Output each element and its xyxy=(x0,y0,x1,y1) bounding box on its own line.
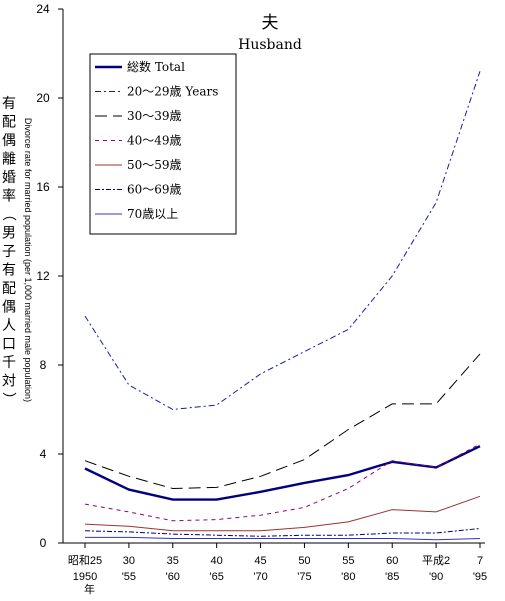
y-label-jp-char: 偶 xyxy=(2,300,16,316)
x-tick-label-bottom: '75 xyxy=(297,571,311,583)
y-label-en: Divorce rate for married population (per… xyxy=(23,118,33,402)
x-tick-label-bottom: '70 xyxy=(253,571,267,583)
series-line-3 xyxy=(84,443,481,522)
chart-title: 夫 xyxy=(262,13,279,33)
series-line-6 xyxy=(85,536,481,541)
legend-label: 総数 Total xyxy=(127,59,185,74)
y-label-jp-char: 男 xyxy=(2,226,16,242)
legend-box xyxy=(89,53,237,235)
chart-titles: 夫 Husband xyxy=(238,13,302,53)
y-tick-label: 0 xyxy=(40,536,47,550)
legend-label: 50～59歳 xyxy=(127,158,182,172)
y-label-jp-char: 千 xyxy=(2,355,16,371)
x-tick-label-top: 昭和25 xyxy=(68,554,102,567)
legend-label: 20～29歳 Years xyxy=(127,85,218,99)
y-tick-label: 20 xyxy=(36,91,50,105)
x-tick-label-top: 平成2 xyxy=(422,554,450,567)
chart-legend: 総数 Total 20～29歳 Years 30～39歳 40～49歳 50～59歳 60… xyxy=(89,53,237,235)
y-label-jp-char: 子 xyxy=(2,244,16,260)
x-tick-label-top: 40 xyxy=(211,555,223,567)
y-label-jp-char: 婚 xyxy=(2,170,16,186)
y-label-jp-char: 有 xyxy=(2,263,16,279)
y-label-jp-char: （ xyxy=(0,207,16,221)
series-line-1 xyxy=(84,71,481,411)
legend-label: 30～39歳 xyxy=(127,109,182,123)
series-line-0 xyxy=(84,445,481,501)
legend-label: 60～69歳 xyxy=(127,183,182,197)
y-label-jp-char: 離 xyxy=(2,151,16,168)
x-tick-label-bottom: '60 xyxy=(166,571,180,583)
x-tick-label-top: 7 xyxy=(477,555,483,567)
x-tick-label-bottom: 1950 xyxy=(73,571,97,583)
y-label-jp-char: 有 xyxy=(2,96,16,112)
x-tick-label-bottom: '90 xyxy=(429,571,443,583)
x-tick-label-bottom: '80 xyxy=(341,571,355,583)
y-tick-label: 4 xyxy=(40,447,47,461)
x-unit-label: 年 xyxy=(84,582,95,596)
x-tick-label-bottom: '65 xyxy=(209,571,223,583)
legend-label: 70歳以上 xyxy=(127,207,178,221)
y-label-jp-char: 偶 xyxy=(2,133,16,149)
legend-label: 40～49歳 xyxy=(127,134,182,148)
series-line-2 xyxy=(84,353,481,490)
y-tick-label: 12 xyxy=(36,269,50,283)
x-tick-label-top: 30 xyxy=(123,555,135,567)
x-tick-label-bottom: '85 xyxy=(385,571,399,583)
y-label-jp-char: 配 xyxy=(2,115,16,131)
y-label-jp-char: 人 xyxy=(2,318,16,334)
y-label-jp-char: 対 xyxy=(2,374,16,390)
y-tick-label: 24 xyxy=(36,2,50,16)
y-tick-label: 8 xyxy=(40,358,47,372)
chart-subtitle: Husband xyxy=(238,37,302,53)
y-label-jp-char: ） xyxy=(0,392,16,406)
series-layer xyxy=(84,71,481,541)
y-label-jp-char: 率 xyxy=(2,188,16,205)
series-line-5 xyxy=(84,528,481,537)
x-tick-label-bottom: '55 xyxy=(122,571,136,583)
chart-axes: 0 4 8 12 16 20 24 昭和25 1950 30 '55 35 '60 40 '65 45 '70 5… xyxy=(36,2,487,583)
series-line-4 xyxy=(84,495,481,532)
y-label-jp-char: 配 xyxy=(2,281,16,297)
y-label-jp-char: 口 xyxy=(2,337,16,353)
x-tick-label-bottom: '95 xyxy=(473,571,487,583)
x-tick-label-top: 45 xyxy=(254,555,266,567)
x-tick-label-top: 50 xyxy=(298,555,310,567)
x-tick-label-top: 35 xyxy=(167,555,179,567)
x-tick-label-top: 55 xyxy=(342,555,354,567)
x-tick-label-top: 60 xyxy=(386,555,398,567)
y-tick-label: 16 xyxy=(36,180,50,194)
